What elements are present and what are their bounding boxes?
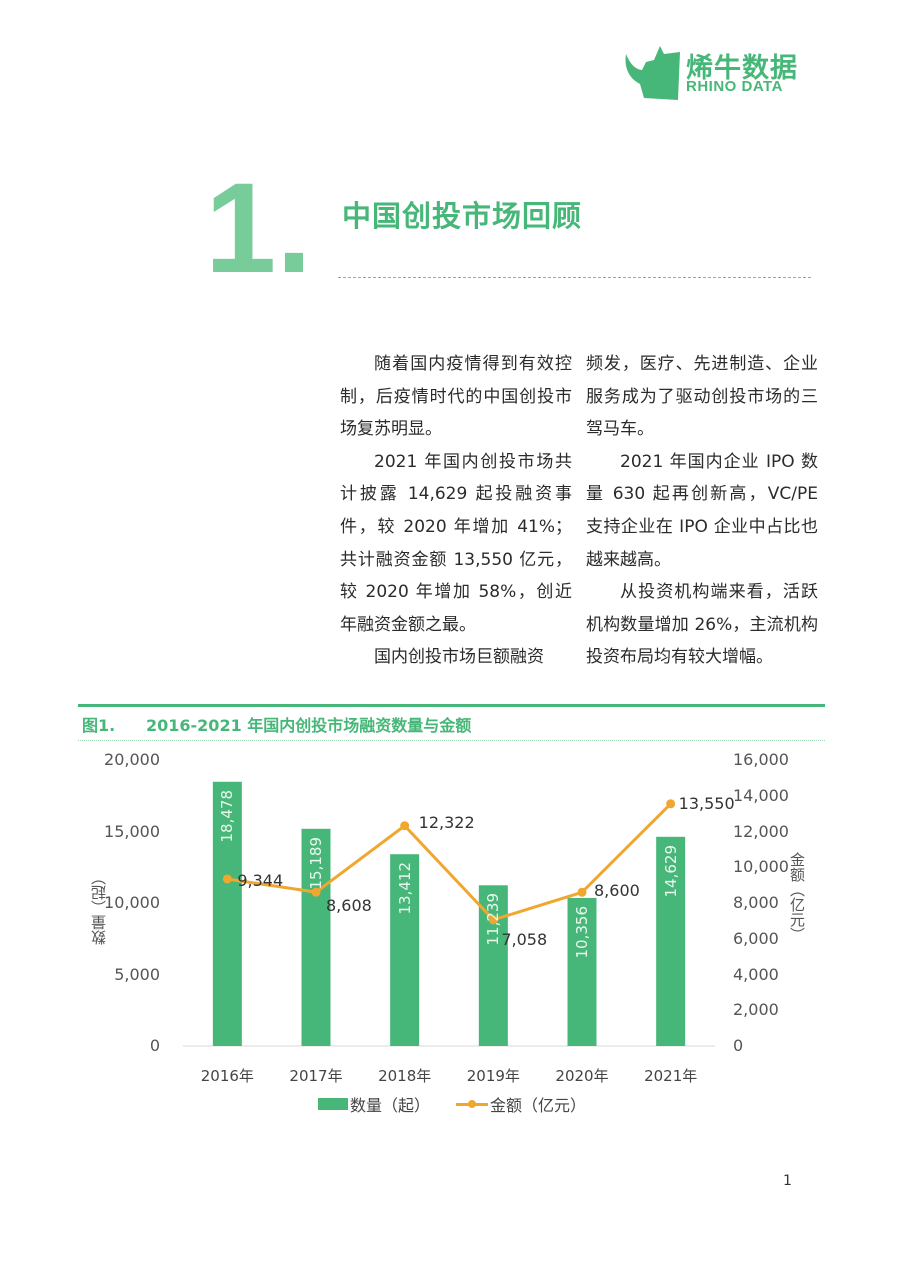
x-axis-tick: 2017年 [289, 1067, 343, 1085]
line-value-label: 8,600 [594, 881, 640, 901]
section-title: 中国创投市场回顾 [342, 199, 583, 233]
bar-value-label: 10,356 [573, 905, 591, 959]
bar [478, 885, 508, 1046]
line-marker [577, 887, 587, 897]
y-axis-right-tick: 16,000 [733, 750, 789, 769]
y-axis-right-tick: 6,000 [733, 928, 779, 948]
paragraph: 国内创投市场巨额融资 [374, 647, 544, 668]
bar-value-label: 11,239 [484, 893, 503, 946]
section-number: 1. [205, 157, 312, 300]
line-value-label: 13,550 [678, 793, 735, 813]
paragraph: 从投资机构端来看，活跃机构数量增加 26%，主流机构投资布局均有较大增幅。 [586, 582, 818, 668]
line-marker [666, 799, 676, 809]
line-marker [400, 821, 410, 831]
y-axis-right-tick: 0 [733, 1036, 744, 1055]
line-marker [311, 887, 321, 897]
bar-value-label: 14,629 [661, 844, 680, 898]
line-value-label: 8,608 [326, 896, 372, 916]
y-axis-right-tick: 2,000 [733, 1000, 779, 1020]
y-axis-right-tick: 12,000 [733, 821, 789, 841]
y-axis-left-tick: 15,000 [104, 821, 160, 841]
legend-item-count: 数量（起） [350, 1096, 431, 1115]
bar-value-label: 18,478 [218, 789, 237, 843]
brand-logo: 烯牛数据 RHINO DATA [620, 44, 820, 102]
y-axis-right-tick: 10,000 [733, 857, 789, 877]
bar-value-label: 13,412 [395, 862, 414, 915]
page-number: 1 [783, 1173, 792, 1189]
line-marker [222, 874, 232, 884]
line-marker [488, 915, 498, 925]
figure-number: 图1. [82, 716, 116, 735]
chart-legend: 数量（起） 金额（亿元） [318, 1092, 586, 1116]
line-value-label: 12,322 [418, 812, 475, 832]
legend-item-amount: 金额（亿元） [490, 1096, 587, 1115]
bar [567, 897, 597, 1046]
y-axis-right-tick: 14,000 [733, 785, 789, 805]
x-axis-tick: 2019年 [466, 1067, 520, 1085]
y-axis-right-tick: 8,000 [733, 893, 779, 912]
x-axis-tick: 2016年 [200, 1067, 254, 1085]
bar [301, 828, 331, 1046]
paragraph: 频发，医疗、先进制造、企业服务成为了驱动创投市场的三驾马车。 [586, 354, 818, 440]
paragraph: 2021 年国内企业 IPO 数量 630 起再创新高，VC/PE 支持企业在 … [586, 451, 818, 570]
legend-bar-swatch-icon [318, 1098, 348, 1110]
body-column-left: 随着国内疫情得到有效控制，后疫情时代的中国创投市场复苏明显。 2021 年国内创… [340, 348, 572, 674]
figure-top-rule [78, 704, 825, 707]
paragraph: 2021 年国内创投市场共计披露 14,629 起投融资事件，较 2020 年增… [340, 451, 572, 635]
y-axis-right-tick: 4,000 [733, 964, 779, 984]
body-column-right: 频发，医疗、先进制造、企业服务成为了驱动创投市场的三驾马车。 2021 年国内企… [586, 348, 818, 674]
y-axis-left-tick: 0 [149, 1036, 160, 1055]
y-axis-left-tick: 20,000 [104, 750, 160, 769]
line-value-label: 9,344 [237, 870, 284, 890]
figure-title: 2016-2021 年国内创投市场融资数量与金额 [146, 716, 472, 735]
amount-line [227, 802, 672, 922]
section-divider [338, 277, 811, 278]
line-value-label: 7,058 [501, 929, 548, 949]
y-axis-right-label: 金额（亿元） [788, 852, 806, 942]
rhino-head-icon [625, 46, 680, 100]
legend-line-swatch-icon [456, 1098, 489, 1110]
bar [656, 836, 686, 1046]
figure-bottom-rule [78, 740, 825, 741]
bar [390, 854, 420, 1046]
logo-chinese-name: 烯牛数据 [686, 53, 798, 84]
x-axis-tick: 2021年 [644, 1067, 698, 1085]
bar-value-label: 15,189 [307, 836, 325, 890]
y-axis-left-tick: 10,000 [104, 893, 160, 912]
y-axis-left-label: 数量（起） [90, 870, 108, 945]
x-axis-tick: 2018年 [378, 1067, 432, 1085]
paragraph: 随着国内疫情得到有效控制，后疫情时代的中国创投市场复苏明显。 [340, 354, 572, 440]
bar [212, 781, 242, 1046]
y-axis-left-tick: 5,000 [114, 964, 160, 984]
x-axis-tick: 2020年 [555, 1067, 609, 1085]
logo-english-name: RHINO DATA [686, 78, 783, 95]
